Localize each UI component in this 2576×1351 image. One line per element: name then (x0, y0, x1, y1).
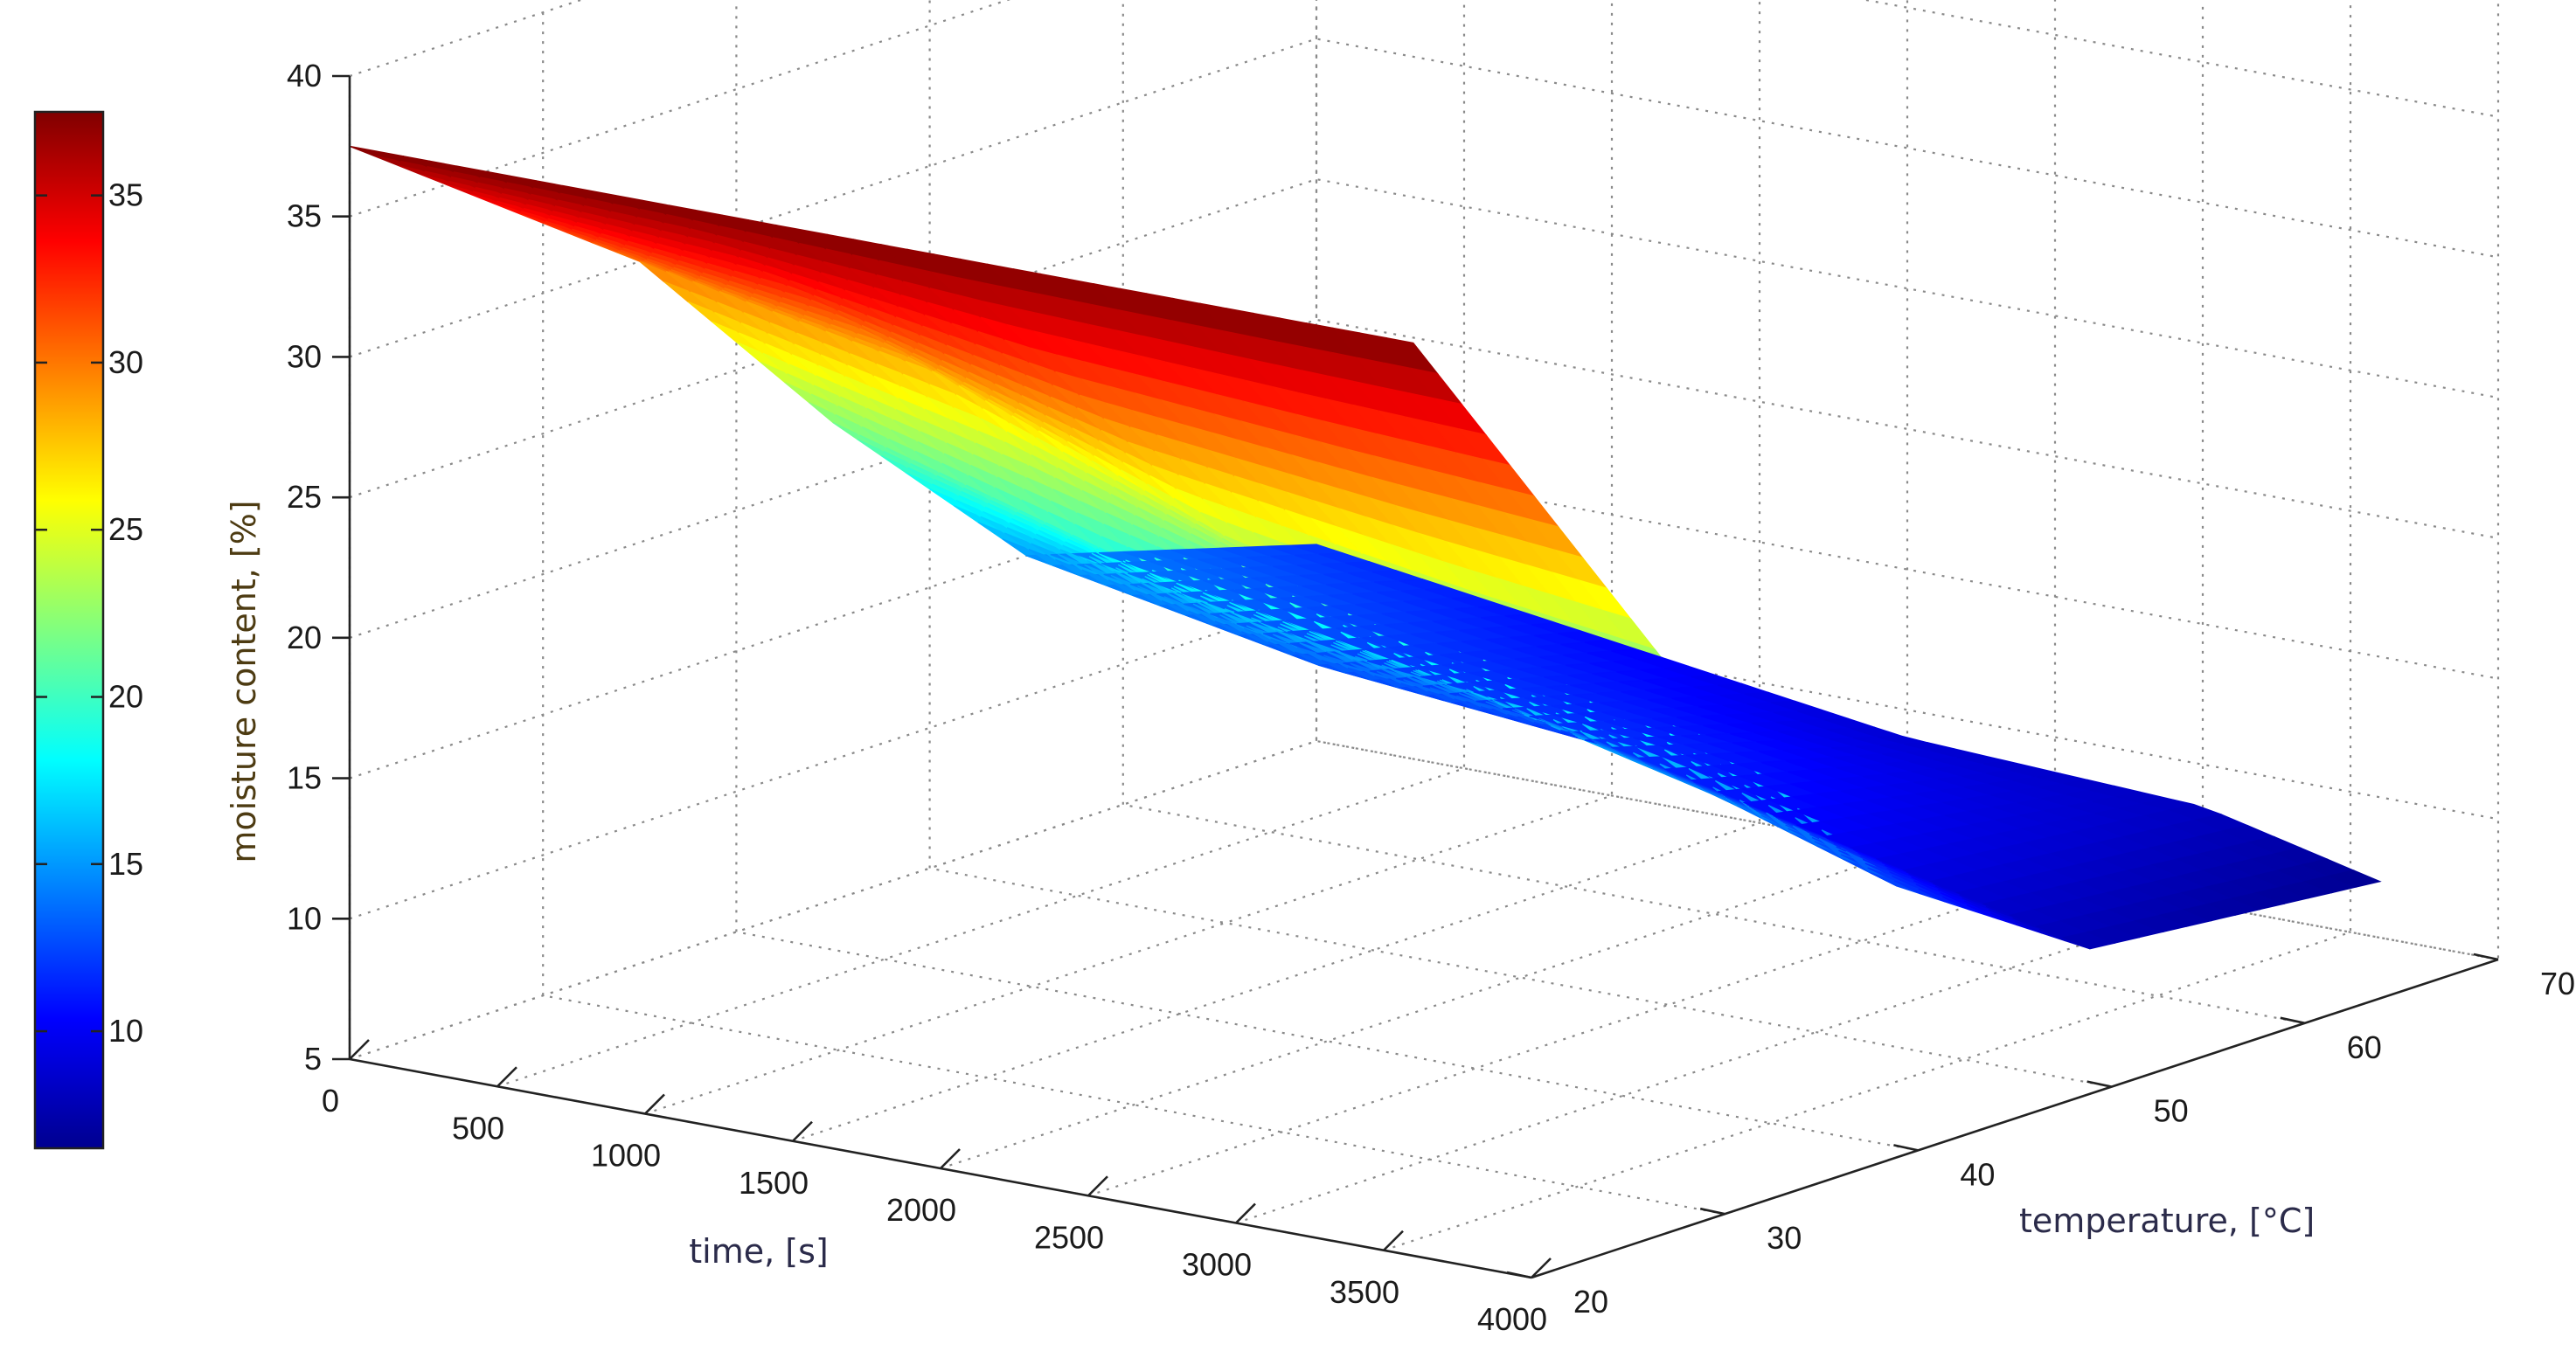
x-gridline (1087, 0, 2057, 1197)
y-tick-label: 50 (2154, 1093, 2189, 1129)
x-tick-label: 1500 (739, 1165, 809, 1201)
z-gridline (349, 0, 2499, 218)
x-tick-mark (644, 1093, 665, 1115)
y-tick-label: 40 (1960, 1156, 1995, 1192)
z-tick-label: 5 (304, 1041, 322, 1077)
x-gridline (940, 0, 1909, 1170)
x-tick-label: 500 (452, 1110, 504, 1146)
surface-patch (2327, 869, 2382, 888)
y-gridline (542, 12, 1725, 1216)
y-tick-mark (1893, 1144, 1919, 1152)
y-tick-mark (2473, 953, 2499, 961)
z-tick-label: 15 (287, 760, 322, 796)
z-axis-label: moisture content, [%] (225, 500, 263, 863)
x-tick-mark (1531, 1257, 1552, 1278)
colorbar: 10 15 20 25 30 35 (33, 110, 143, 1150)
axes-lines (332, 74, 2499, 1279)
y-axis-line (1531, 958, 2499, 1279)
z-tick-label: 40 (287, 58, 322, 94)
y-gridline (1315, 0, 2499, 961)
z-gridline (349, 318, 2499, 639)
y-gridline (928, 0, 2112, 1088)
x-gridline (644, 0, 1614, 1115)
colorbar-ticks: 10 15 20 25 30 35 (35, 177, 143, 1049)
y-tick-label: 20 (1573, 1284, 1608, 1320)
colorbar-gradient (33, 110, 105, 1150)
x-tick-label: 3500 (1330, 1274, 1399, 1310)
x-tick-mark (349, 1039, 370, 1060)
z-tick-label: 20 (287, 620, 322, 655)
x-tick-label: 0 (322, 1083, 339, 1119)
y-tick-mark (2086, 1080, 2112, 1088)
x-tick-mark (1235, 1202, 1256, 1224)
x-tick-label: 4000 (1477, 1301, 1547, 1337)
z-tick-label: 35 (287, 198, 322, 234)
z-gridline (349, 459, 2499, 779)
colorbar-tick-label: 20 (108, 679, 143, 715)
x-gridline (792, 0, 1761, 1142)
colorbar-tick-label: 10 (108, 1013, 143, 1049)
y-tick-mark (1699, 1207, 1725, 1216)
z-gridline (349, 599, 2499, 920)
y-tick-label: 70 (2540, 966, 2575, 1001)
y-tick-mark (2280, 1016, 2306, 1025)
y-tick-label: 30 (1767, 1220, 1802, 1256)
x-tick-mark (792, 1120, 813, 1142)
colorbar-tick-label: 35 (108, 177, 143, 213)
y-tick-label: 60 (2347, 1029, 2382, 1065)
x-gridline (496, 0, 1466, 1088)
colorbar-tick-label: 25 (108, 511, 143, 547)
z-tick-label: 30 (287, 338, 322, 374)
x-gridline (1383, 0, 2352, 1251)
z-gridline (349, 0, 584, 78)
x-tick-label: 2500 (1034, 1219, 1104, 1255)
z-tick-label: 25 (287, 479, 322, 515)
x-gridline (1235, 0, 2205, 1224)
x-tick-label: 2000 (886, 1192, 956, 1228)
x-tick-mark (1087, 1175, 1108, 1197)
colorbar-tick-label: 15 (108, 846, 143, 882)
y-axis-label: temperature, [°C] (2019, 1202, 2315, 1240)
x-tick-mark (940, 1148, 961, 1169)
x-gridline (1531, 0, 2500, 1279)
z-gridline (349, 177, 2499, 499)
x-tick-label: 1000 (591, 1138, 661, 1174)
z-tick-label: 10 (287, 900, 322, 936)
colorbar-tick-label: 30 (108, 344, 143, 380)
x-tick-mark (496, 1066, 517, 1088)
y-gridline (1121, 0, 2306, 1024)
moisture-surface (349, 145, 2382, 950)
x-tick-mark (1383, 1230, 1404, 1251)
y-tick-mark (1506, 1271, 1532, 1279)
tick-labels: 5 10 15 20 25 30 35 40 0 500 1000 1500 2000 2500 3000 3… (287, 58, 2575, 1337)
z-gridline (349, 38, 2499, 358)
x-tick-label: 3000 (1182, 1247, 1252, 1283)
x-axis-label: time, [s] (689, 1232, 828, 1271)
